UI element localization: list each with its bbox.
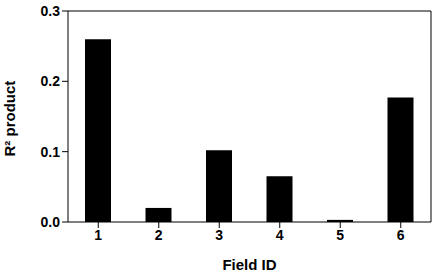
svg-text:6: 6 bbox=[397, 227, 405, 243]
svg-text:1: 1 bbox=[94, 227, 102, 243]
svg-text:5: 5 bbox=[336, 227, 344, 243]
svg-text:Field ID: Field ID bbox=[222, 256, 276, 273]
svg-text:0.2: 0.2 bbox=[41, 73, 61, 89]
svg-text:R² product: R² product bbox=[8, 81, 18, 157]
svg-text:3: 3 bbox=[215, 227, 223, 243]
svg-text:0.3: 0.3 bbox=[41, 3, 61, 19]
svg-text:2: 2 bbox=[155, 227, 163, 243]
svg-text:0.0: 0.0 bbox=[41, 214, 61, 230]
svg-text:0.1: 0.1 bbox=[41, 144, 61, 160]
svg-text:4: 4 bbox=[276, 227, 284, 243]
